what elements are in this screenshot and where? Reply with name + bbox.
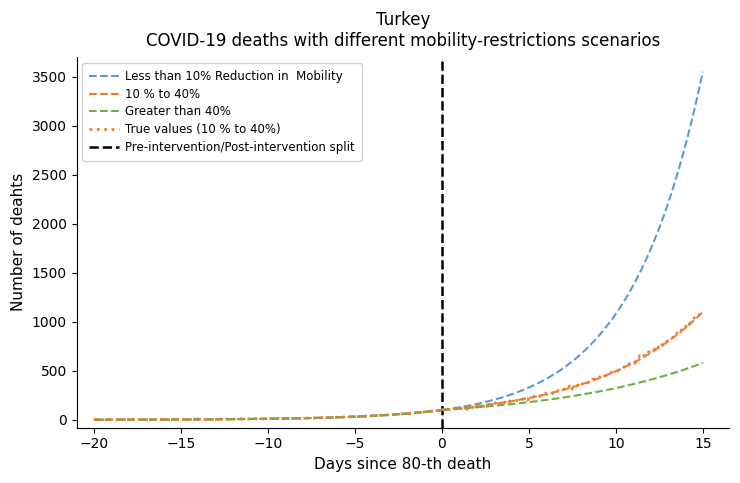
True values (10 % to 40%) bbox=[542, 392, 551, 398]
10 % to 40% bbox=[437, 407, 446, 413]
True values (10 % to 40%) bbox=[525, 395, 534, 400]
Greater than 40% bbox=[699, 360, 707, 366]
Y-axis label: Number of deahts: Number of deahts bbox=[11, 173, 26, 312]
Greater than 40% bbox=[653, 375, 662, 381]
10 % to 40% bbox=[618, 366, 627, 371]
Greater than 40% bbox=[523, 399, 532, 405]
Less than 10% Reduction in  Mobility bbox=[437, 407, 446, 413]
Greater than 40% bbox=[541, 397, 550, 403]
Less than 10% Reduction in  Mobility bbox=[523, 385, 532, 391]
Less than 10% Reduction in  Mobility bbox=[618, 301, 627, 307]
True values (10 % to 40%) bbox=[655, 343, 664, 349]
Greater than 40% bbox=[574, 392, 583, 398]
True values (10 % to 40%) bbox=[619, 364, 628, 370]
True values (10 % to 40%) bbox=[699, 307, 707, 313]
Line: Greater than 40%: Greater than 40% bbox=[442, 363, 703, 410]
10 % to 40% bbox=[541, 392, 550, 398]
Less than 10% Reduction in  Mobility bbox=[699, 69, 707, 75]
True values (10 % to 40%) bbox=[586, 379, 595, 384]
Less than 10% Reduction in  Mobility bbox=[585, 343, 593, 349]
Line: 10 % to 40%: 10 % to 40% bbox=[442, 312, 703, 410]
True values (10 % to 40%) bbox=[576, 384, 585, 390]
Less than 10% Reduction in  Mobility bbox=[541, 377, 550, 383]
Less than 10% Reduction in  Mobility bbox=[653, 230, 662, 236]
Greater than 40% bbox=[618, 384, 627, 390]
Line: Less than 10% Reduction in  Mobility: Less than 10% Reduction in Mobility bbox=[442, 72, 703, 410]
10 % to 40% bbox=[585, 379, 593, 385]
10 % to 40% bbox=[699, 309, 707, 315]
10 % to 40% bbox=[574, 383, 583, 388]
X-axis label: Days since 80-th death: Days since 80-th death bbox=[314, 457, 491, 472]
Line: True values (10 % to 40%): True values (10 % to 40%) bbox=[442, 310, 703, 410]
Title: Turkey
COVID-19 deaths with different mobility-restrictions scenarios: Turkey COVID-19 deaths with different mo… bbox=[146, 11, 660, 50]
Less than 10% Reduction in  Mobility bbox=[574, 354, 583, 359]
Greater than 40% bbox=[585, 390, 593, 396]
Pre-intervention/Post-intervention split bbox=[437, 417, 446, 423]
True values (10 % to 40%) bbox=[437, 407, 446, 412]
Legend: Less than 10% Reduction in  Mobility, 10 % to 40%, Greater than 40%, True values: Less than 10% Reduction in Mobility, 10 … bbox=[82, 63, 362, 161]
True values (10 % to 40%) bbox=[439, 407, 448, 413]
Greater than 40% bbox=[437, 407, 446, 413]
10 % to 40% bbox=[653, 346, 662, 352]
10 % to 40% bbox=[523, 395, 532, 401]
Pre-intervention/Post-intervention split bbox=[437, 417, 446, 423]
